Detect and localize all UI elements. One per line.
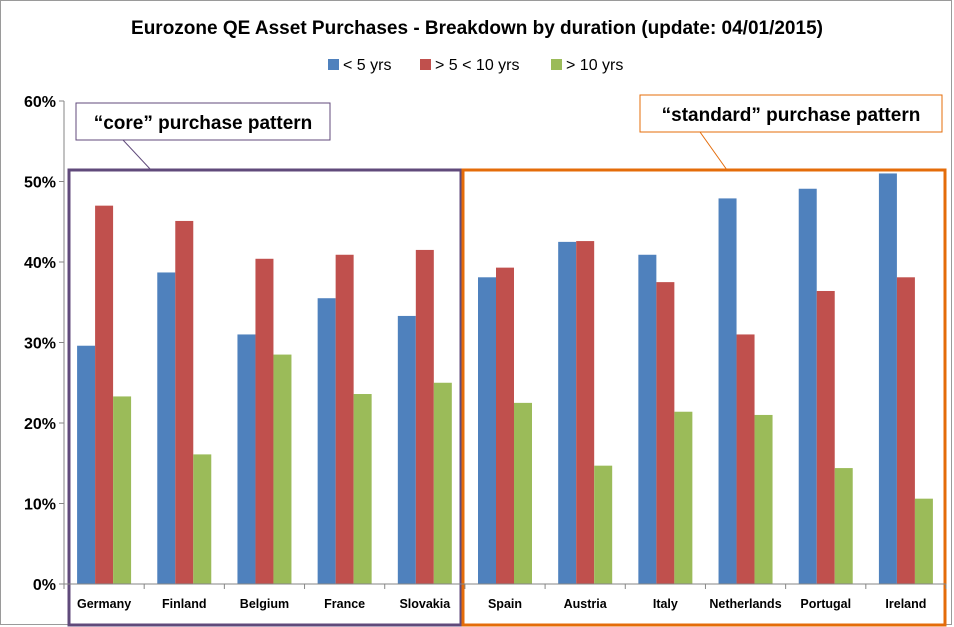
x-axis: Germany Finland Belgium France Slovakia Spain… [63,583,947,611]
bar [273,354,292,584]
bar [594,465,613,584]
bar [798,188,817,584]
group-box [67,168,463,627]
y-tick-label: 0% [33,577,56,594]
bar [317,298,336,584]
x-tick-label: Portugal [800,597,851,611]
x-tick-label: Netherlands [709,597,781,611]
bar [816,290,835,584]
bar [896,277,915,584]
bar [77,345,96,584]
bar [335,254,354,584]
bar [157,272,176,584]
bar [576,241,595,584]
x-tick-label: Spain [488,597,522,611]
legend-label: < 5 yrs [343,57,391,74]
x-tick-label: Slovakia [399,597,451,611]
y-tick-label: 30% [24,336,56,353]
bar [397,315,416,584]
callout-pointer [122,139,152,171]
y-tick-label: 20% [24,416,56,433]
x-tick-label: Ireland [885,597,926,611]
y-axis: 0% 10% 20% 30% 40% 50% 60% [24,94,65,594]
callouts: “core” purchase pattern “standard” purcha… [75,94,943,171]
bar [113,396,132,584]
y-tick-label: 50% [24,175,56,192]
bar [478,277,496,584]
legend-label: > 10 yrs [566,57,623,74]
legend-swatch [420,59,431,70]
bar [914,498,933,584]
bars [77,173,933,585]
bar [237,334,256,584]
bar [193,454,212,584]
legend-label: > 5 < 10 yrs [435,57,520,74]
bar [754,414,773,584]
x-tick-label: Italy [653,597,678,611]
x-tick-label: Finland [162,597,206,611]
legend-swatch [328,59,339,70]
callout-label: “core” purchase pattern [94,113,313,134]
callout-label: “standard” purchase pattern [662,105,921,126]
bar [175,220,194,584]
y-tick-label: 60% [24,94,56,111]
y-tick-label: 40% [24,255,56,272]
x-tick-label: Germany [77,597,131,611]
bar [558,241,577,584]
bar [656,282,675,584]
legend: < 5 yrs > 5 < 10 yrs > 10 yrs [328,57,623,74]
bar [638,254,657,584]
bar [736,334,755,584]
group-boxes [67,168,947,627]
legend-swatch [551,59,562,70]
bar [674,411,693,584]
x-tick-label: France [324,597,365,611]
x-tick-label: Austria [564,597,608,611]
bar [718,198,737,584]
callout-box [75,102,331,141]
bar [514,402,532,584]
bar [415,249,434,585]
bar [353,394,372,584]
bar [255,258,274,584]
chart-title: Eurozone QE Asset Purchases - Breakdown … [131,18,823,39]
y-tick-label: 10% [24,497,56,514]
bar [95,205,114,584]
bar [878,173,897,584]
x-tick-label: Belgium [240,597,289,611]
callout-box [639,94,943,133]
group-box [461,168,947,627]
bar [834,468,853,584]
bar [496,267,514,584]
callout-pointer [699,131,728,171]
bar [433,382,452,584]
